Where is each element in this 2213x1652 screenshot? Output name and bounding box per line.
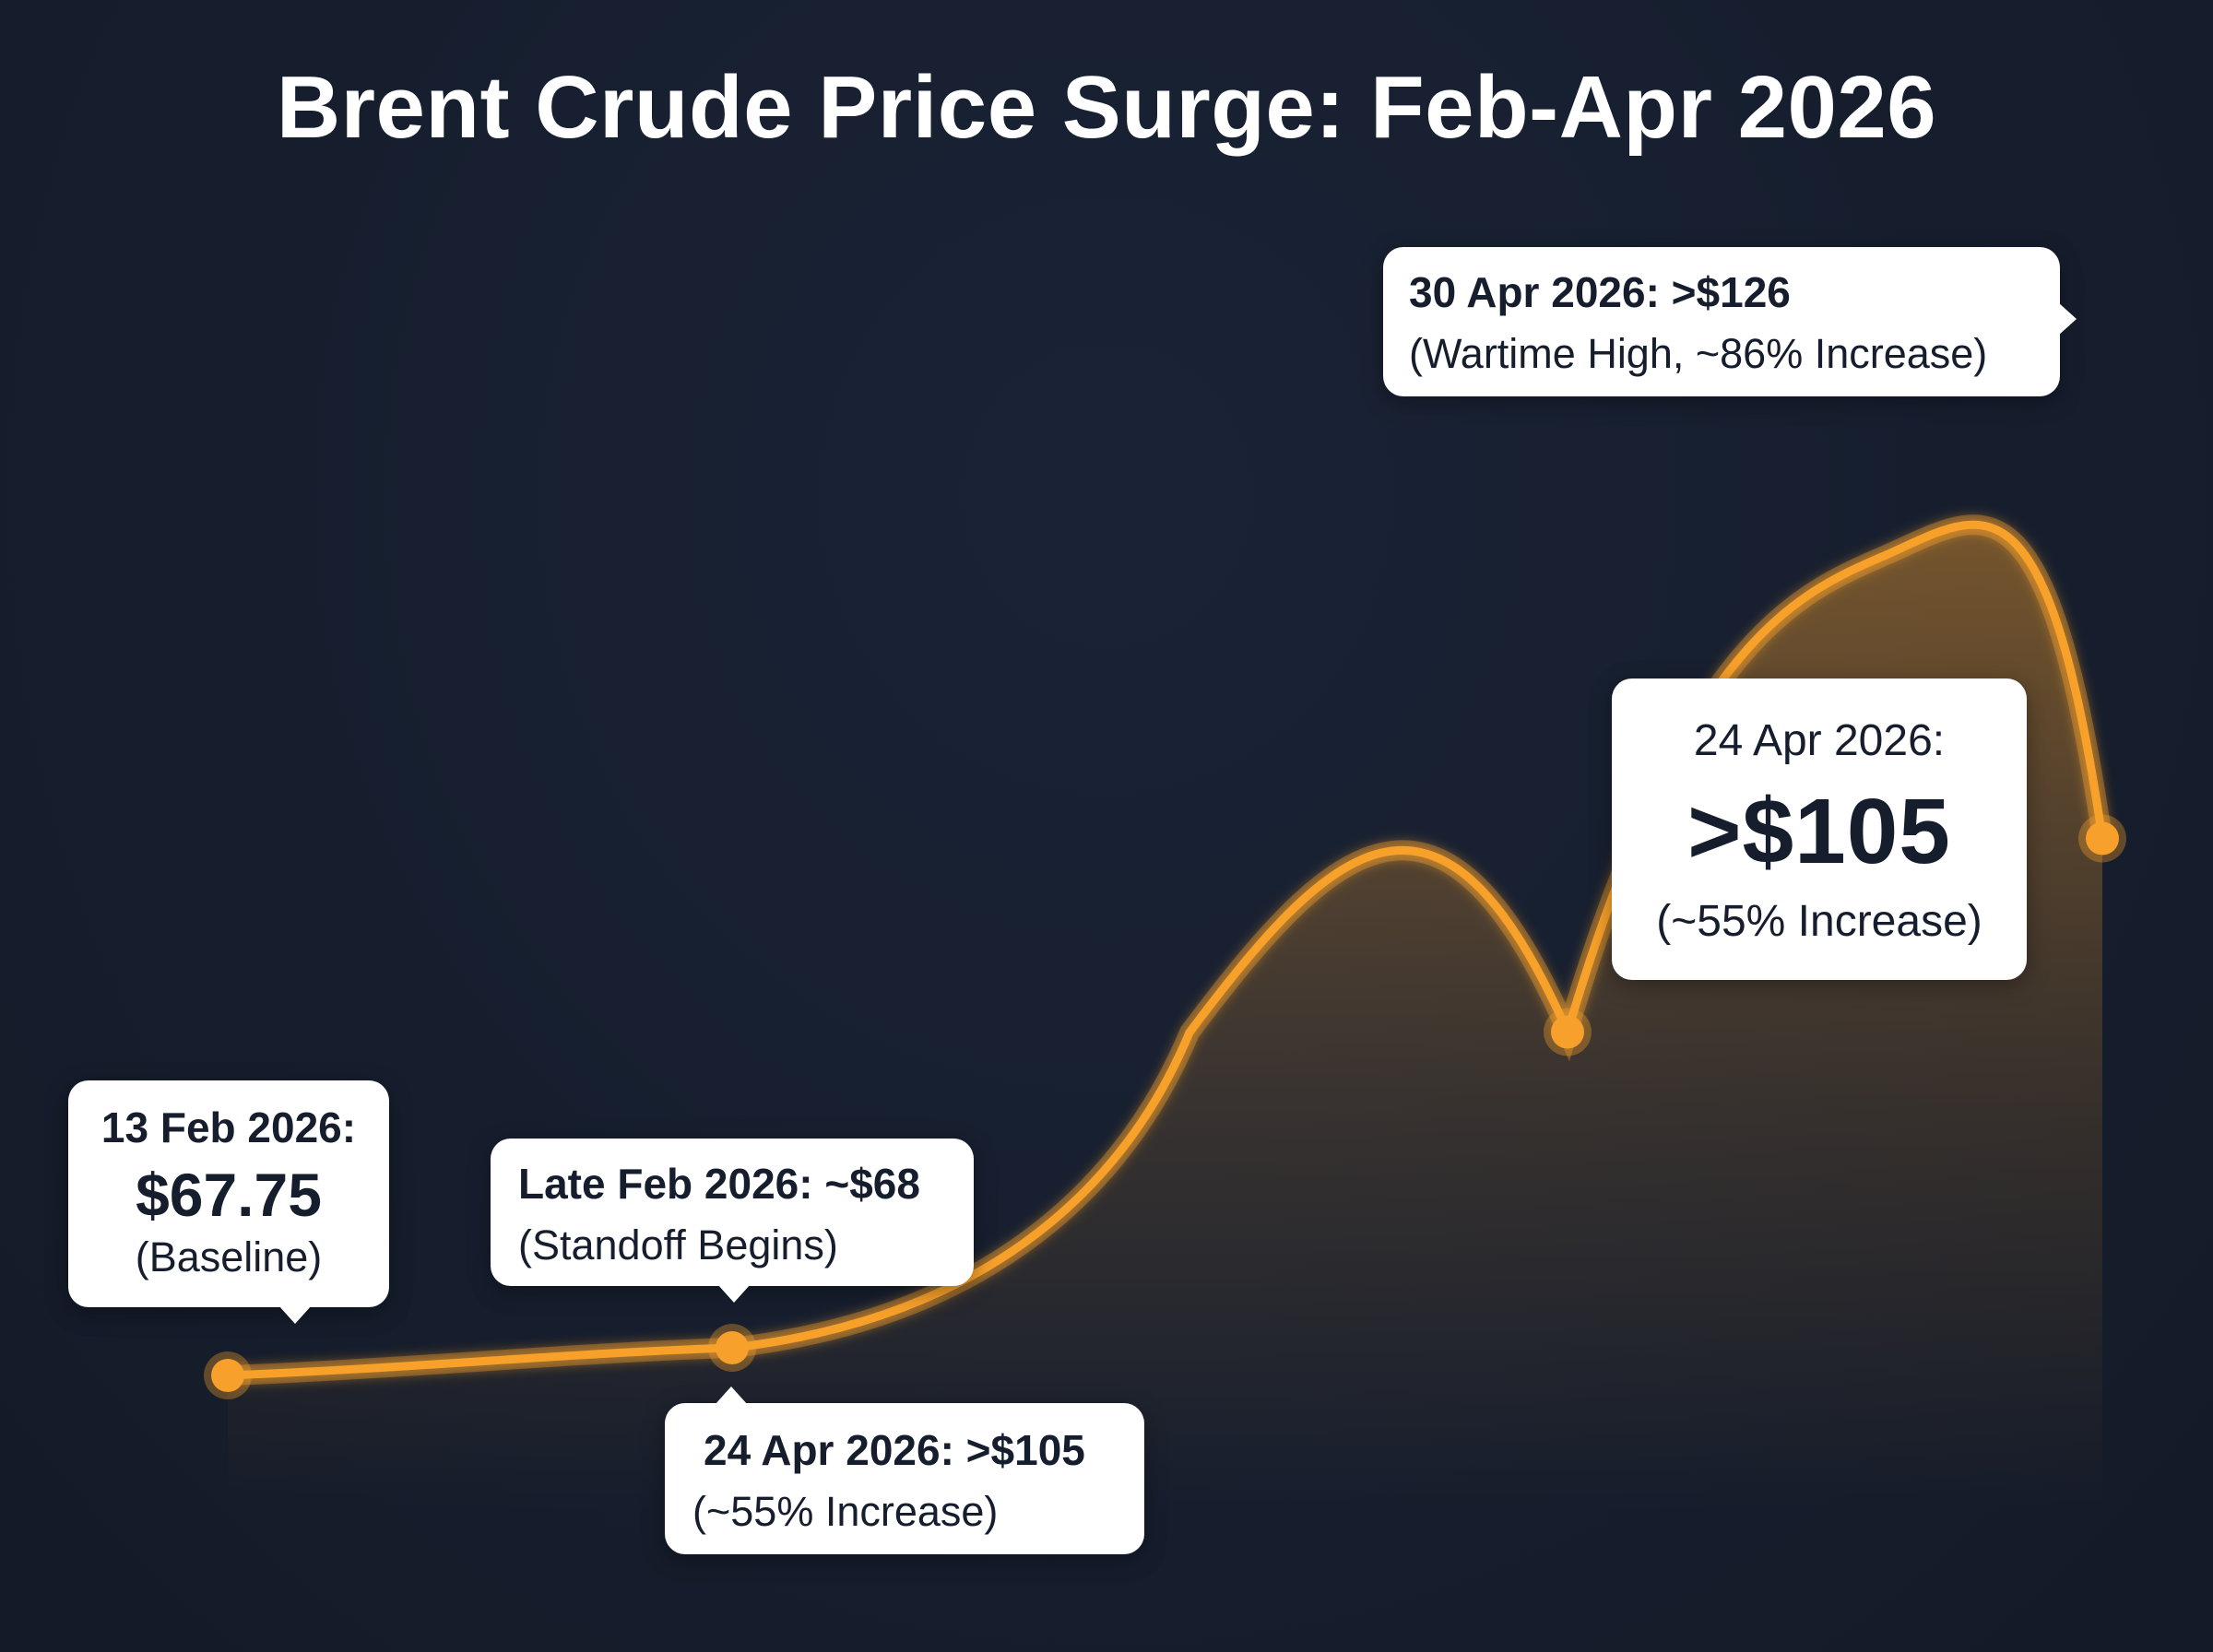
price-area [228,525,2102,1512]
callout-note: (Baseline) [135,1233,323,1280]
callout-apr-24-small: 24 Apr 2026: >$105 (~55% Increase) [665,1386,1144,1554]
chart-title: Brent Crude Price Surge: Feb-Apr 2026 [276,58,1937,157]
callout-date: 13 Feb 2026: [101,1103,357,1151]
data-point-2 [1551,1015,1584,1049]
callout-date: 24 Apr 2026: [1693,716,1946,765]
callout-heading: 30 Apr 2026: >$126 [1409,268,1791,316]
data-point-1 [716,1331,749,1364]
callout-note: (Standoff Begins) [518,1221,838,1268]
callout-value: >$105 [1687,780,1951,883]
price-line [223,520,2107,1380]
callout-feb-13: 13 Feb 2026: $67.75 (Baseline) [68,1080,389,1324]
callout-late-feb: Late Feb 2026: ~$68 (Standoff Begins) [491,1139,974,1303]
callout-note: (Wartime High, ~86% Increase) [1409,330,1988,377]
callout-heading: Late Feb 2026: ~$68 [518,1160,920,1208]
callout-value: $67.75 [136,1161,322,1229]
callout-note: (~55% Increase) [1656,897,1982,946]
callout-apr-30: 30 Apr 2026: >$126 (Wartime High, ~86% I… [1383,247,2077,396]
data-point-0 [211,1359,244,1392]
data-point-3 [2086,821,2119,856]
callout-apr-24-large: 24 Apr 2026: >$105 (~55% Increase) [1612,678,2027,980]
callout-note: (~55% Increase) [692,1488,999,1535]
callout-heading: 24 Apr 2026: >$105 [704,1426,1085,1474]
data-points [204,814,2126,1399]
